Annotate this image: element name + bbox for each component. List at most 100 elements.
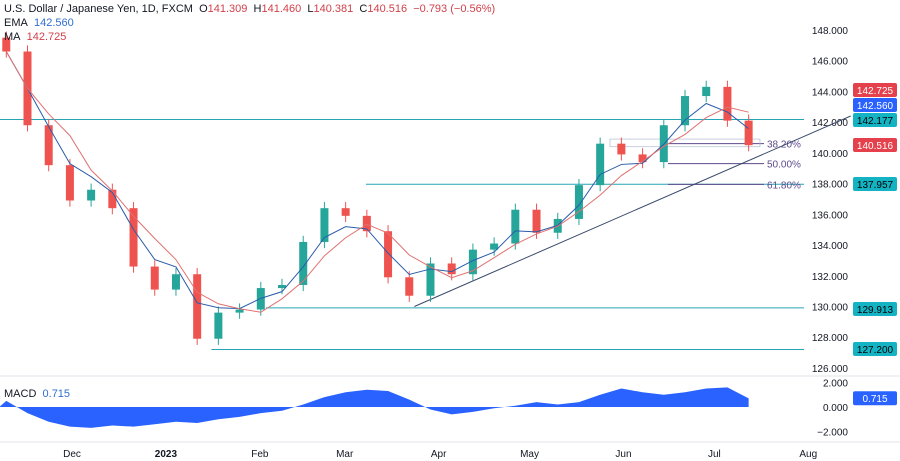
high-value: 141.460 — [261, 3, 302, 15]
candle-body — [490, 243, 499, 250]
candle-body — [235, 309, 244, 313]
candle-body — [171, 274, 180, 290]
low-label: L — [307, 3, 314, 15]
close-value: 140.516 — [367, 3, 408, 15]
x-tick-label: Aug — [799, 449, 817, 460]
candle-body — [702, 86, 711, 97]
candle-body — [532, 209, 541, 233]
candle-body — [44, 125, 53, 166]
ema-value: 142.560 — [33, 17, 74, 29]
candle-body — [744, 120, 753, 146]
macd-price-tag — [853, 391, 897, 406]
y-tick-label: 142.000 — [812, 118, 849, 129]
candle-body — [426, 263, 435, 296]
open-label: O — [199, 3, 208, 15]
symbol-title: U.S. Dollar / Japanese Yen, 1D, FXCM — [4, 3, 193, 15]
candle-body — [150, 266, 159, 290]
candle-body — [384, 231, 393, 278]
y-tick-label: 144.000 — [812, 87, 849, 98]
price-tag-label: 142.560 — [857, 101, 894, 112]
candle-body — [65, 165, 74, 201]
candle-body — [468, 249, 477, 275]
candle-body — [617, 143, 626, 155]
x-tick-label: Dec — [63, 449, 81, 460]
x-tick-label: Jun — [615, 449, 631, 460]
ema-label: EMA — [4, 17, 28, 29]
symbol-legend: U.S. Dollar / Japanese Yen, 1D, FXCM O14… — [4, 3, 495, 15]
candle-body — [405, 277, 414, 296]
y-tick-label: 140.000 — [812, 149, 849, 160]
price-tag — [853, 113, 897, 127]
candle-body — [2, 37, 11, 52]
x-tick-label: Mar — [336, 449, 354, 460]
candle-body — [723, 86, 732, 121]
candle-body — [108, 189, 117, 209]
close-label: C — [359, 3, 368, 15]
price-tag-label: 142.725 — [857, 86, 894, 97]
candle-body — [193, 274, 202, 339]
y-tick-label: 136.000 — [812, 210, 849, 221]
trendline — [414, 115, 851, 307]
candle-body — [362, 215, 371, 232]
price-tag-label: 129.913 — [857, 305, 894, 316]
candle-body — [638, 154, 647, 163]
candle-body — [129, 208, 138, 267]
x-tick-label: Apr — [431, 449, 447, 460]
price-tag-label: 127.200 — [857, 345, 894, 356]
y-tick-label: 148.000 — [812, 26, 849, 37]
macd-area — [0, 387, 749, 428]
ma-label: MA — [4, 31, 21, 43]
open-value: 141.309 — [207, 3, 248, 15]
change-value: −0.793 (−0.56%) — [413, 3, 496, 15]
y-tick-label: 130.000 — [812, 302, 849, 313]
ma-line — [5, 51, 749, 313]
price-tag — [853, 138, 897, 152]
macd-legend[interactable]: MACD 0.715 — [4, 388, 70, 400]
candle-body — [320, 208, 329, 242]
ma-value: 142.725 — [26, 31, 67, 43]
candle-body — [278, 284, 287, 289]
y-tick-label: 128.000 — [812, 333, 849, 344]
candle-body — [681, 96, 689, 126]
macd-y-tick-label: 2.000 — [823, 378, 848, 389]
ema-legend[interactable]: EMA 142.560 — [4, 17, 74, 29]
high-label: H — [253, 3, 262, 15]
x-tick-label: Feb — [251, 449, 269, 460]
fib-label: 50.00% — [767, 160, 801, 171]
ma-legend[interactable]: MA 142.725 — [4, 31, 66, 43]
macd-y-tick-label: 0.000 — [823, 403, 848, 414]
y-tick-label: 134.000 — [812, 241, 849, 252]
candle-body — [511, 209, 520, 244]
candle-body — [447, 263, 456, 275]
candle-body — [341, 208, 350, 216]
candle-body — [87, 189, 96, 201]
candle-body — [574, 185, 583, 219]
x-tick-label: May — [520, 449, 539, 460]
macd-price-tag-label: 0.715 — [862, 394, 887, 405]
fib-box — [609, 138, 761, 148]
price-tag-label: 142.177 — [857, 116, 894, 127]
candle-body — [596, 143, 605, 186]
price-tag — [853, 98, 897, 112]
price-tag-label: 137.957 — [857, 180, 894, 191]
y-tick-label: 126.000 — [812, 364, 849, 375]
candle-body — [299, 241, 308, 285]
y-tick-label: 138.000 — [812, 180, 849, 191]
macd-value: 0.715 — [42, 388, 71, 400]
price-tag — [853, 83, 897, 97]
low-value: 140.381 — [313, 3, 354, 15]
price-tag-label: 140.516 — [857, 141, 894, 152]
y-tick-label: 146.000 — [812, 57, 849, 68]
fib-label: 61.80% — [767, 180, 801, 191]
macd-y-tick-label: −2.000 — [817, 428, 848, 439]
x-tick-label: Jul — [708, 449, 721, 460]
price-tag — [853, 177, 897, 191]
candle-body — [214, 312, 223, 339]
ema-line — [5, 51, 749, 310]
price-tag — [853, 342, 897, 356]
y-tick-label: 132.000 — [812, 272, 849, 283]
macd-label: MACD — [4, 388, 37, 400]
price-tag — [853, 302, 897, 316]
